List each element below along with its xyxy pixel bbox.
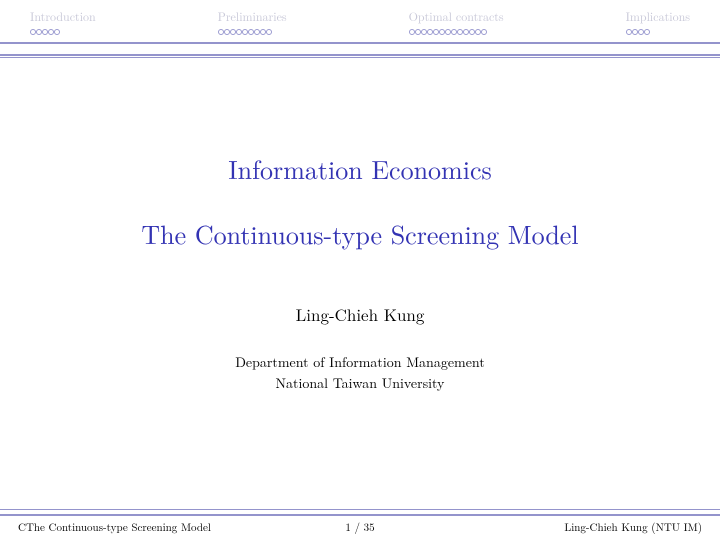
footer-author: Ling-Chieh Kung (NTU IM) bbox=[375, 520, 702, 535]
nav-progress-dots bbox=[409, 27, 504, 36]
footer: CThe Continuous-type Screening Model 1 /… bbox=[0, 509, 720, 541]
slide-title-line1: Information Economics bbox=[0, 150, 720, 187]
nav-bar: Introduction Preliminaries Optimal contr… bbox=[0, 0, 720, 38]
nav-label: Implications bbox=[626, 8, 690, 25]
nav-item-introduction[interactable]: Introduction bbox=[30, 8, 96, 36]
footer-short-title: CThe Continuous-type Screening Model bbox=[18, 520, 345, 535]
nav-item-optimal-contracts[interactable]: Optimal contracts bbox=[409, 8, 504, 36]
nav-progress-dots bbox=[626, 27, 690, 36]
nav-label: Optimal contracts bbox=[409, 8, 504, 25]
divider-rule-thin bbox=[0, 509, 720, 510]
nav-label: Introduction bbox=[30, 8, 96, 25]
nav-progress-dots bbox=[218, 27, 287, 36]
footer-page-number: 1 / 35 bbox=[345, 520, 374, 535]
affiliation-line2: National Taiwan University bbox=[0, 373, 720, 394]
author-name: Ling-Chieh Kung bbox=[0, 302, 720, 326]
nav-progress-dots bbox=[30, 27, 96, 36]
nav-label: Preliminaries bbox=[218, 8, 287, 25]
affiliation: Department of Information Management Nat… bbox=[0, 352, 720, 394]
affiliation-line1: Department of Information Management bbox=[0, 352, 720, 373]
divider-gap bbox=[0, 44, 720, 50]
divider-rule bbox=[0, 54, 720, 56]
slide-title-line2: The Continuous-type Screening Model bbox=[0, 215, 720, 252]
nav-item-implications[interactable]: Implications bbox=[626, 8, 690, 36]
nav-item-preliminaries[interactable]: Preliminaries bbox=[218, 8, 287, 36]
slide-content: Information Economics The Continuous-typ… bbox=[0, 58, 720, 394]
